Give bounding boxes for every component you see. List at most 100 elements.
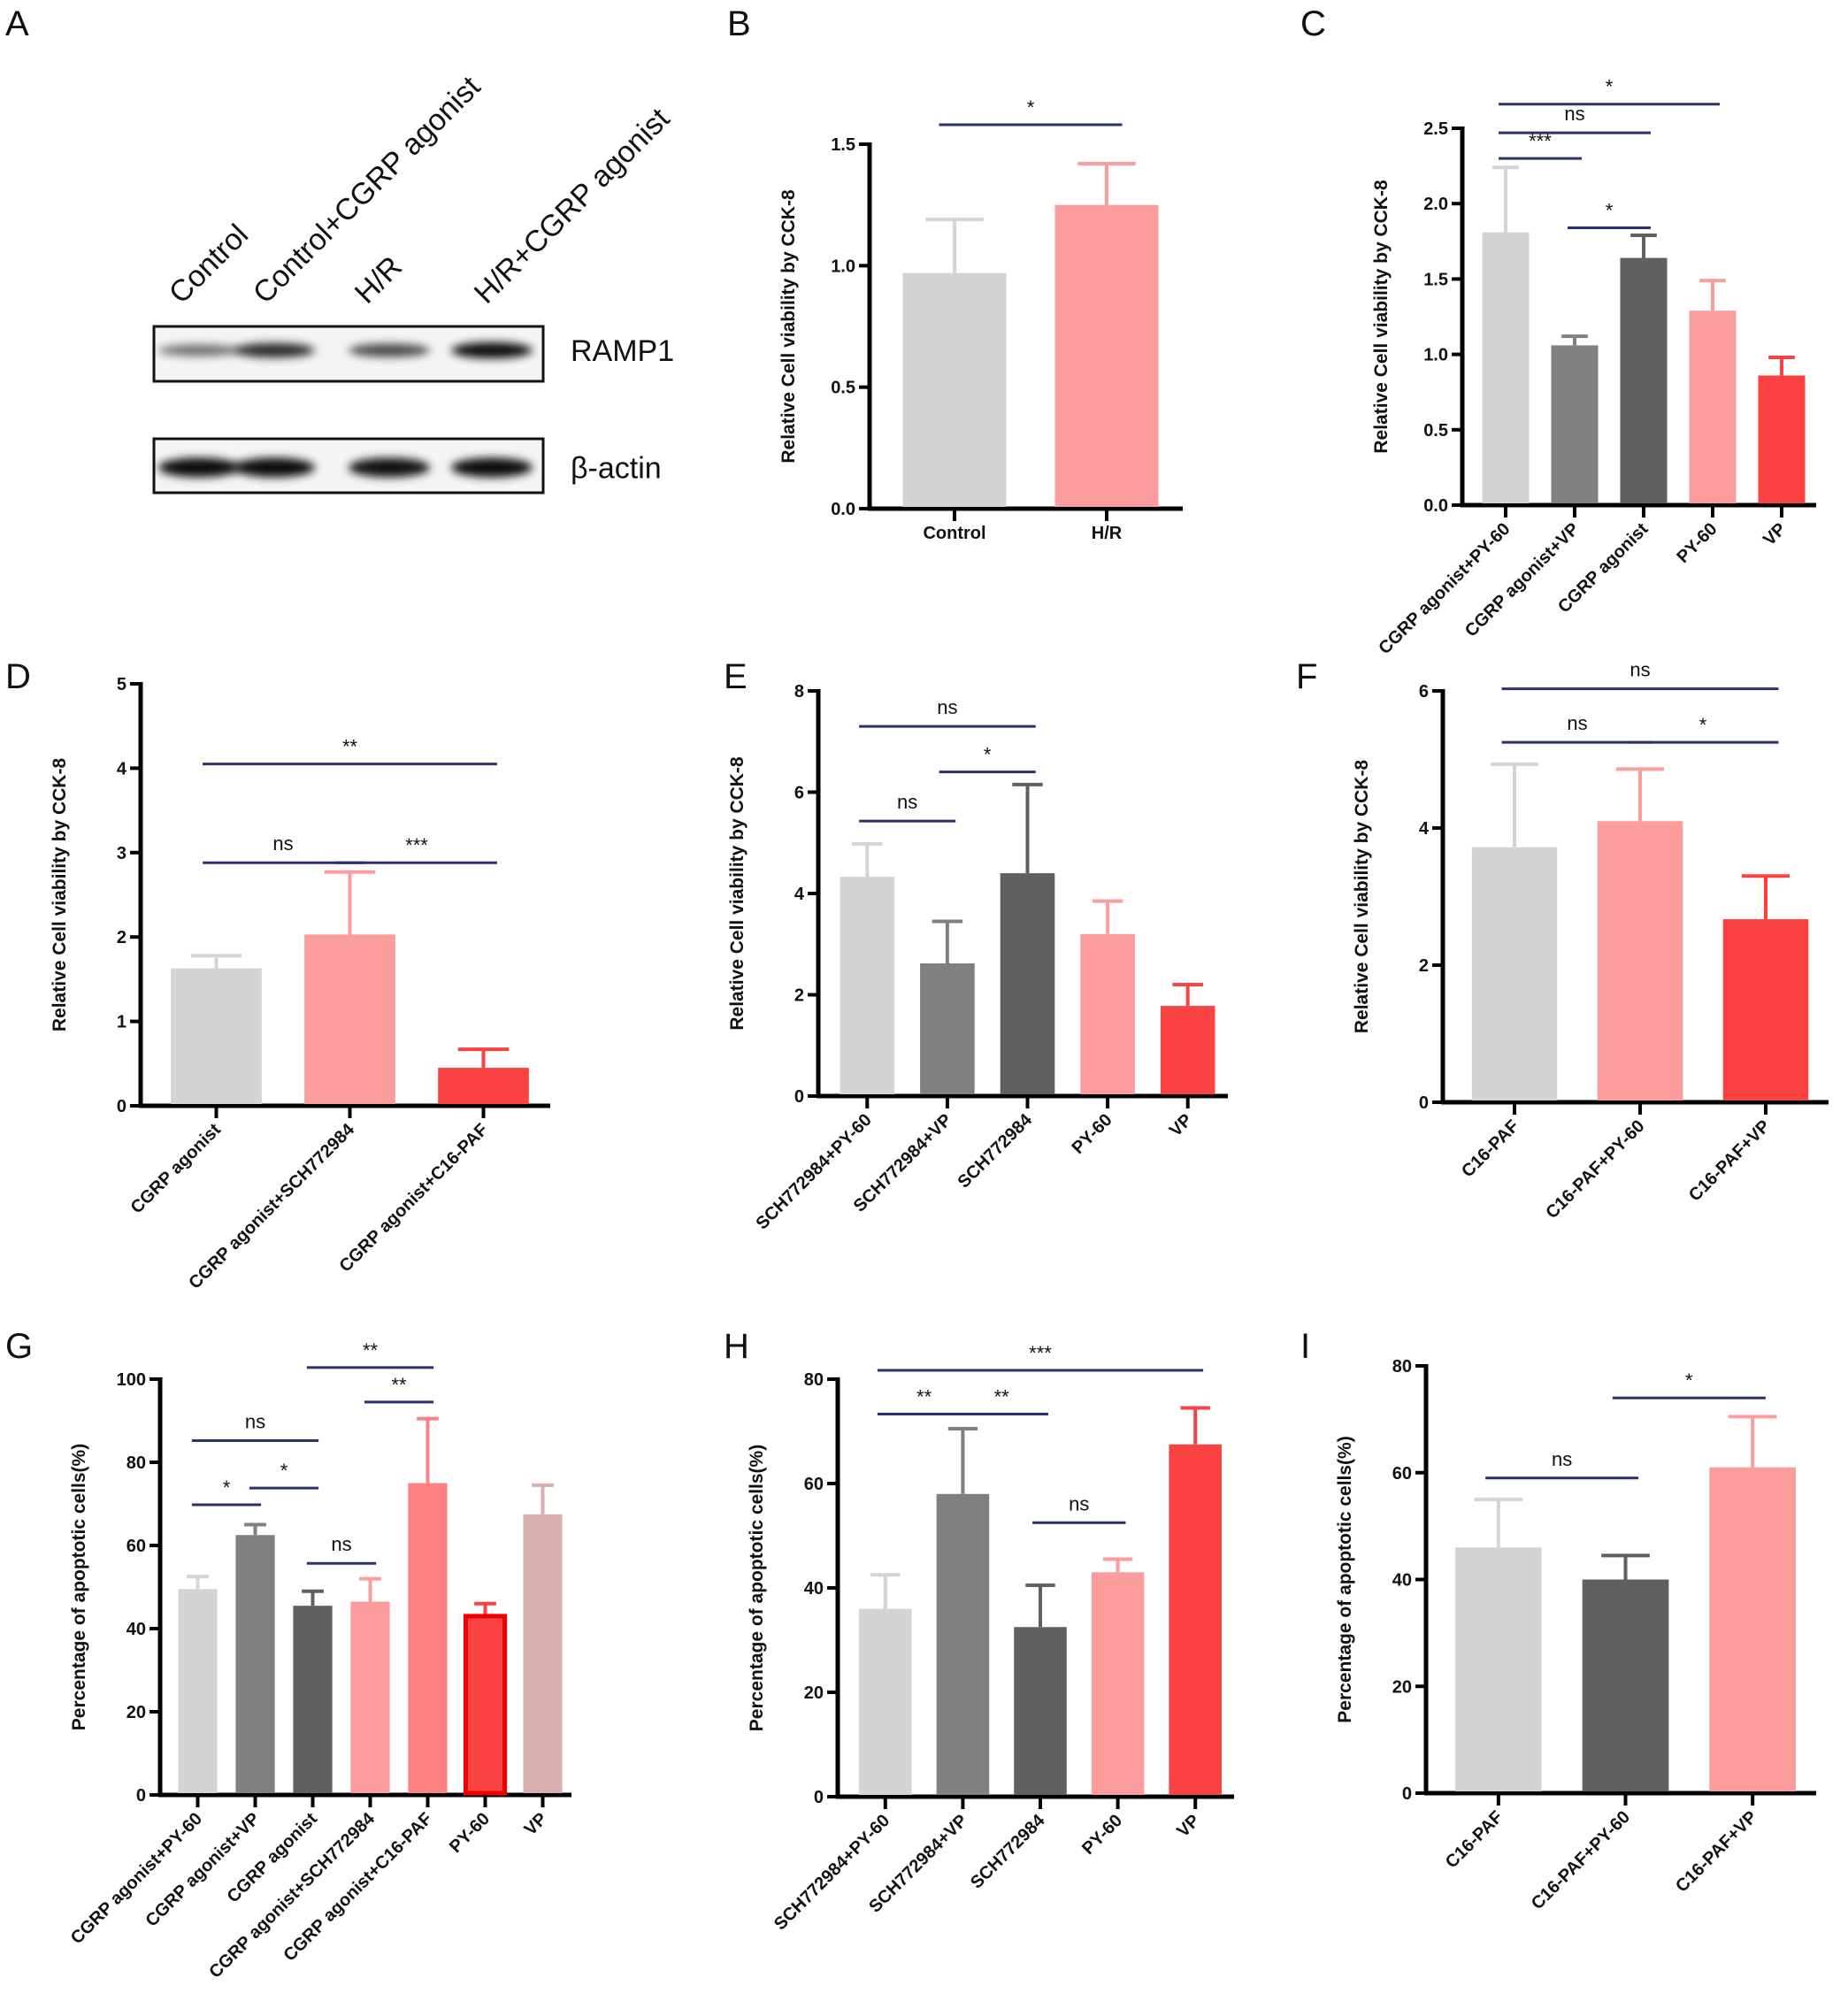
bar: [902, 272, 1007, 507]
bar: [1169, 1444, 1222, 1795]
y-tick-label: 5: [117, 675, 127, 694]
blot-label: RAMP1: [571, 334, 674, 368]
y-tick-label: 6: [794, 784, 804, 803]
bar: [1597, 821, 1683, 1100]
bar: [304, 934, 395, 1104]
y-tick-label: 2.5: [1423, 119, 1448, 139]
bar: [1000, 873, 1055, 1094]
panel-letter: C: [1300, 4, 1326, 43]
y-tick-label: 80: [1392, 1357, 1412, 1376]
y-tick-label: 80: [127, 1453, 146, 1473]
x-tick-label: C16-PAF+VP: [1672, 1807, 1761, 1897]
bar: [1054, 204, 1159, 507]
x-tick-label: VP: [1173, 1811, 1203, 1841]
bar: [1709, 1467, 1797, 1791]
chart-panel-i: I 0 20 40 60 80 Percentage of apoptotic cells(…: [1300, 1327, 1816, 1913]
y-tick-label: 1.0: [1423, 346, 1448, 365]
significance-label: *: [1606, 76, 1614, 98]
x-tick-label: SCH772984+PY-60: [752, 1110, 875, 1233]
y-tick-label: 0: [794, 1087, 804, 1107]
bar: [840, 877, 895, 1094]
x-tick-label: H/R: [1092, 524, 1123, 543]
y-tick-label: 60: [127, 1537, 146, 1556]
bar: [1454, 1547, 1542, 1791]
bar: [1758, 375, 1806, 503]
panel-letter: H: [724, 1327, 749, 1366]
y-axis-label: Percentage of apoptotic cells(%): [69, 1444, 89, 1730]
x-tick-label: C16-PAF+PY-60: [1528, 1807, 1634, 1913]
y-axis-label: Relative Cell viability by CCK-8: [1371, 180, 1392, 454]
x-tick-label: C16-PAF+PY-60: [1542, 1116, 1648, 1223]
significance-label: ns: [272, 832, 293, 855]
bar: [1582, 1579, 1669, 1791]
bar: [1722, 919, 1809, 1100]
significance-label: ns: [1552, 1448, 1572, 1470]
y-tick-label: 0.0: [831, 500, 855, 519]
significance-label: ns: [1629, 659, 1650, 681]
y-tick-label: 0: [136, 1786, 146, 1806]
significance-label: ns: [245, 1411, 265, 1433]
x-tick-label: SCH772984+PY-60: [771, 1811, 893, 1934]
y-tick-label: 20: [127, 1703, 146, 1722]
bar: [936, 1493, 990, 1795]
protein-band: [234, 457, 315, 478]
chart-panel-h: H 0 20 40 60 80 Percentage of apoptotic cells(…: [724, 1327, 1234, 1934]
panel-letter: I: [1300, 1327, 1310, 1366]
x-tick-label: CGRP agonist+PY-60: [1375, 519, 1514, 658]
y-tick-label: 2: [117, 928, 127, 947]
significance-label: **: [994, 1386, 1010, 1408]
protein-band: [349, 457, 430, 478]
bar: [859, 1608, 912, 1795]
chart-panel-g: G 0 20 40 60 80 100 Percentage of apoptotic cel…: [5, 1327, 571, 1982]
protein-band: [451, 342, 533, 358]
bar: [1471, 847, 1558, 1100]
y-tick-label: 1.0: [831, 257, 855, 276]
x-tick-label: PY-60: [1069, 1110, 1116, 1158]
y-tick-label: 0: [117, 1097, 127, 1116]
y-tick-label: 0: [1419, 1093, 1429, 1113]
bar: [1091, 1572, 1145, 1795]
y-axis-label: Relative Cell viability by CCK-8: [50, 758, 70, 1032]
protein-band: [234, 342, 315, 358]
y-tick-label: 4: [1419, 819, 1430, 839]
lane-label: H/R+CGRP agonist: [468, 102, 677, 311]
y-tick-label: 40: [127, 1620, 146, 1639]
x-tick-label: SCH772984: [954, 1109, 1036, 1192]
significance-label: **: [342, 736, 358, 758]
y-tick-label: 1.5: [831, 135, 855, 155]
y-tick-label: 2: [794, 986, 804, 1006]
significance-label: ns: [937, 696, 957, 718]
bar: [463, 1614, 508, 1796]
x-tick-label: VP: [1166, 1110, 1196, 1140]
blot-label: β-actin: [571, 452, 662, 486]
significance-label: *: [1699, 714, 1707, 736]
bar: [1160, 1006, 1215, 1094]
x-tick-label: CGRP agonist+C16-PAF: [336, 1120, 493, 1277]
bar: [523, 1514, 563, 1793]
protein-band: [158, 344, 240, 357]
y-tick-label: 2: [1419, 956, 1429, 976]
significance-label: ns: [1069, 1492, 1089, 1514]
significance-label: ns: [1567, 712, 1587, 734]
lane-label: H/R: [349, 249, 409, 310]
bar: [438, 1068, 529, 1104]
significance-label: ns: [331, 1533, 351, 1555]
bar: [920, 963, 975, 1094]
chart-panel-d: D 0 1 2 3 4 5 Relative Cell viability by CCK-8 C…: [5, 657, 550, 1293]
panel-letter: D: [5, 657, 31, 696]
y-tick-label: 0.5: [831, 379, 855, 398]
chart-panel-b: B 0.0 0.5 1.0 1.5 Relative Cell viability by …: [727, 4, 1183, 543]
significance-label: ***: [1029, 1342, 1052, 1364]
y-tick-label: 4: [117, 759, 127, 778]
bar: [408, 1483, 448, 1793]
y-axis-label: Percentage of apoptotic cells(%): [747, 1445, 767, 1731]
y-tick-label: 60: [1392, 1464, 1412, 1484]
y-tick-label: 2.0: [1423, 195, 1448, 214]
bar: [1482, 232, 1530, 503]
x-tick-label: SCH772984: [967, 1810, 1049, 1892]
y-axis-label: Percentage of apoptotic cells(%): [1335, 1436, 1355, 1722]
bar: [1689, 311, 1737, 503]
